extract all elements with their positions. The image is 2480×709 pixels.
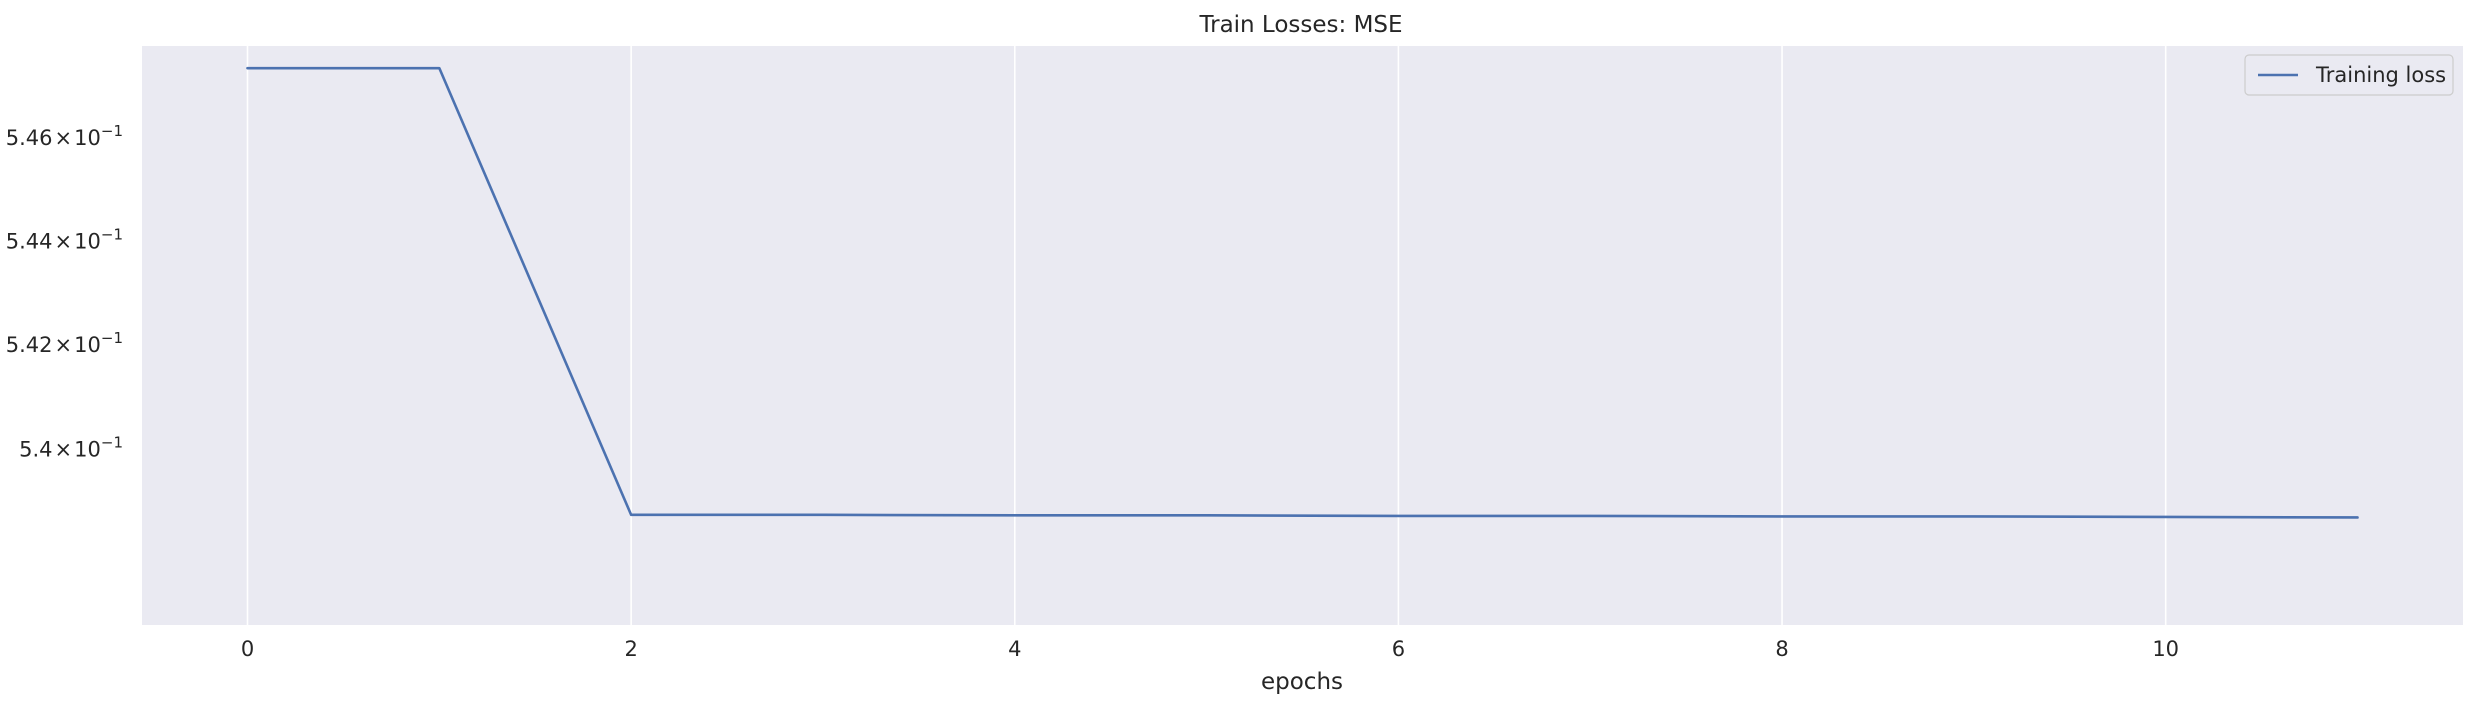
y-tick-mantissa: 5.44 bbox=[6, 229, 53, 253]
y-tick-base: 10 bbox=[74, 437, 101, 461]
y-tick-base: 10 bbox=[74, 333, 101, 357]
y-axis-ticks: 5.46×10−15.44×10−15.42×10−15.4×10−1 bbox=[6, 122, 123, 462]
x-axis-ticks: 0 2 4 6 8 10 bbox=[241, 637, 2179, 661]
y-tick-mantissa: 5.46 bbox=[6, 126, 53, 150]
y-tick-label: 5.46×10−1 bbox=[6, 122, 123, 150]
y-tick-base: 10 bbox=[74, 229, 101, 253]
y-tick-times: × bbox=[55, 333, 73, 357]
legend-box bbox=[2244, 54, 2454, 96]
x-tick-label: 4 bbox=[1008, 637, 1021, 661]
y-tick-label: 5.44×10−1 bbox=[6, 225, 123, 253]
series-line-training-loss bbox=[246, 66, 2359, 519]
y-tick-times: × bbox=[55, 126, 73, 150]
legend-label-training-loss: Training loss bbox=[2315, 63, 2446, 87]
x-axis-label: epochs bbox=[1261, 669, 1343, 695]
series-lines bbox=[246, 66, 2359, 519]
y-tick-mantissa: 5.4 bbox=[19, 437, 52, 461]
y-tick-times: × bbox=[55, 229, 73, 253]
y-tick-exponent: −1 bbox=[101, 122, 123, 140]
y-tick-label: 5.4×10−1 bbox=[19, 433, 123, 461]
grid-lines bbox=[246, 46, 2167, 625]
y-tick-times: × bbox=[55, 437, 73, 461]
y-tick-exponent: −1 bbox=[101, 433, 123, 451]
y-tick-mantissa: 5.42 bbox=[6, 333, 53, 357]
chart-title: Train Losses: MSE bbox=[1198, 12, 1402, 38]
y-tick-base: 10 bbox=[74, 126, 101, 150]
legend: Training loss bbox=[2244, 54, 2454, 96]
y-tick-exponent: −1 bbox=[101, 329, 123, 347]
x-tick-label: 8 bbox=[1775, 637, 1788, 661]
x-tick-label: 10 bbox=[2152, 637, 2179, 661]
x-tick-label: 0 bbox=[241, 637, 254, 661]
y-tick-label: 5.42×10−1 bbox=[6, 329, 123, 357]
y-tick-exponent: −1 bbox=[101, 225, 123, 243]
x-tick-label: 2 bbox=[624, 637, 637, 661]
plot-area bbox=[142, 46, 2463, 625]
x-tick-label: 6 bbox=[1392, 637, 1405, 661]
